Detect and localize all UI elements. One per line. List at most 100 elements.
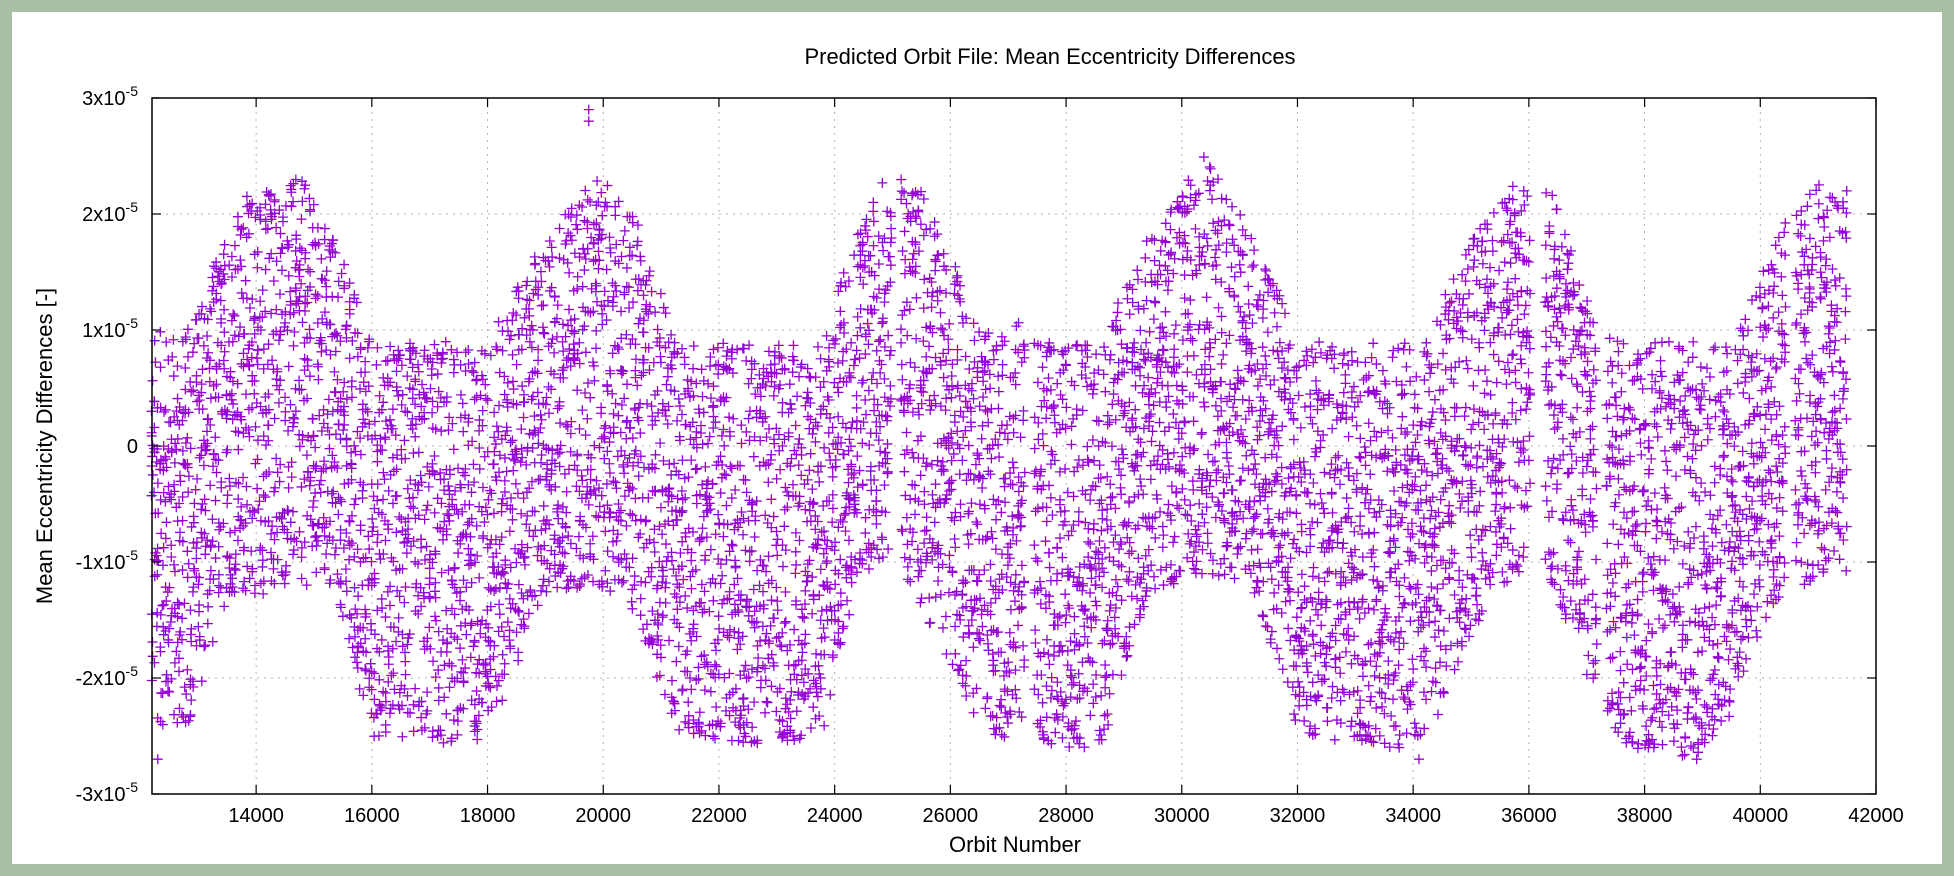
- data-point: [1129, 337, 1140, 348]
- data-point: [732, 344, 743, 355]
- data-point: [172, 393, 183, 404]
- data-point: [1222, 453, 1233, 464]
- data-point: [732, 644, 743, 655]
- data-point: [619, 225, 630, 236]
- data-point: [255, 542, 266, 553]
- data-point: [235, 255, 246, 266]
- data-point: [485, 682, 496, 693]
- data-point: [429, 450, 440, 461]
- data-point: [860, 394, 871, 405]
- data-point: [866, 551, 877, 562]
- data-point: [346, 612, 357, 623]
- data-point: [1137, 595, 1148, 606]
- data-point: [877, 318, 888, 329]
- data-point: [166, 673, 177, 684]
- data-point: [1118, 410, 1129, 421]
- data-point: [346, 447, 357, 458]
- data-point: [1107, 638, 1118, 649]
- data-point: [1146, 233, 1157, 244]
- data-point: [163, 634, 174, 645]
- data-point: [949, 417, 960, 428]
- data-point: [582, 194, 593, 205]
- data-point: [424, 573, 435, 584]
- data-point: [1211, 467, 1222, 478]
- data-point: [921, 351, 932, 362]
- data-point: [255, 296, 266, 307]
- data-point: [401, 548, 412, 559]
- data-point: [577, 405, 588, 416]
- data-point: [736, 589, 747, 600]
- data-point: [499, 669, 510, 680]
- data-point: [185, 605, 196, 616]
- data-point: [271, 256, 282, 267]
- data-point: [315, 332, 326, 343]
- data-point: [376, 593, 387, 604]
- data-point: [1150, 512, 1161, 523]
- data-point: [863, 385, 874, 396]
- data-point: [976, 604, 987, 615]
- data-point: [875, 446, 886, 457]
- data-point: [152, 543, 163, 554]
- data-point: [247, 513, 258, 524]
- data-point: [246, 402, 257, 413]
- data-point: [897, 310, 908, 321]
- data-point: [994, 427, 1005, 438]
- data-point: [654, 670, 665, 681]
- data-point: [172, 637, 183, 648]
- data-point: [194, 395, 205, 406]
- data-point: [300, 247, 311, 258]
- data-point: [588, 256, 599, 267]
- data-point: [333, 276, 344, 287]
- data-point: [364, 544, 375, 555]
- data-point: [518, 614, 529, 625]
- data-point: [268, 275, 279, 286]
- data-point: [589, 440, 600, 451]
- data-point: [1172, 500, 1183, 511]
- data-point: [766, 595, 777, 606]
- data-point: [990, 434, 1001, 445]
- data-point: [738, 693, 749, 704]
- data-point: [965, 417, 976, 428]
- data-point: [1179, 494, 1190, 505]
- data-point: [1160, 260, 1171, 271]
- data-point: [968, 318, 979, 329]
- data-point: [972, 448, 983, 459]
- data-point: [615, 505, 626, 516]
- data-point: [1099, 342, 1110, 353]
- data-point: [349, 652, 360, 663]
- data-point: [1127, 284, 1138, 295]
- data-point: [863, 538, 874, 549]
- data-point: [648, 537, 659, 548]
- data-point: [279, 578, 290, 589]
- data-point: [1177, 191, 1188, 202]
- data-point: [289, 327, 300, 338]
- data-point: [932, 229, 943, 240]
- data-point: [572, 385, 583, 396]
- data-point: [465, 652, 476, 663]
- data-point: [1094, 460, 1105, 471]
- data-point: [522, 510, 533, 521]
- data-point: [622, 379, 633, 390]
- data-point: [307, 502, 318, 513]
- data-point: [1185, 180, 1196, 191]
- data-point: [1140, 252, 1151, 263]
- data-point: [719, 440, 730, 451]
- data-point: [1171, 380, 1182, 391]
- data-point: [410, 431, 421, 442]
- data-point: [535, 474, 546, 485]
- data-point: [632, 380, 643, 391]
- data-point: [1097, 505, 1108, 516]
- data-point: [725, 461, 736, 472]
- data-point: [465, 549, 476, 560]
- data-point: [242, 561, 253, 572]
- data-point: [1018, 640, 1029, 651]
- data-point: [207, 514, 218, 525]
- data-point: [190, 314, 201, 325]
- data-point: [627, 250, 638, 261]
- data-point: [1105, 349, 1116, 360]
- data-point: [496, 506, 507, 517]
- data-point: [194, 631, 205, 642]
- data-point: [1185, 333, 1196, 344]
- data-point: [335, 599, 346, 610]
- data-point: [1085, 538, 1096, 549]
